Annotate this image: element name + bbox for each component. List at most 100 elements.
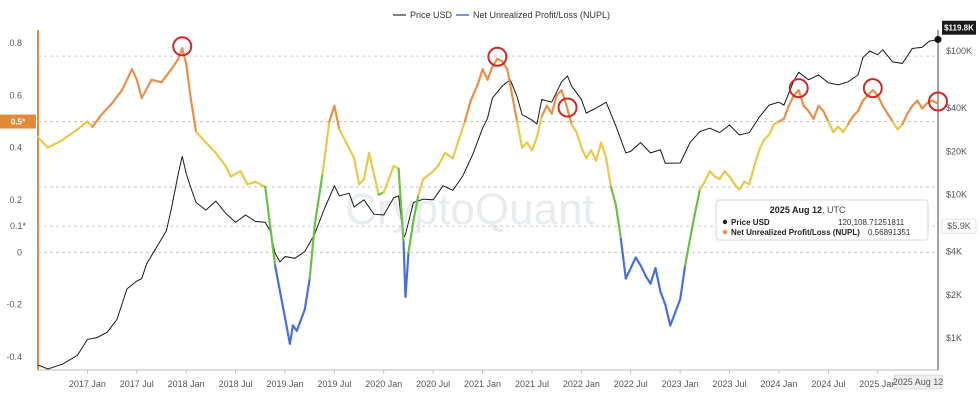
- nupl-segment-117: [728, 175, 736, 186]
- tooltip-price-value: 120,108.71251811: [838, 218, 905, 227]
- nupl-segment-22: [224, 164, 232, 178]
- nupl-segment-133: [807, 109, 815, 121]
- nupl-segment-116: [723, 170, 731, 178]
- nupl-segment-122: [753, 149, 761, 168]
- nupl-segment-73: [511, 94, 519, 123]
- axis-markers: 0.5* 0.1* $119.8K $5.9K: [0, 20, 977, 234]
- nupl-segment-104: [664, 303, 672, 327]
- nupl-segment-3: [76, 120, 89, 131]
- nupl-segment-151: [896, 123, 904, 131]
- x-tick-label-1: 2017 Jul: [120, 379, 154, 389]
- nupl-segment-61: [443, 151, 454, 160]
- nupl-segment-83: [560, 89, 568, 107]
- nupl-segment-17: [185, 62, 193, 102]
- nupl-segment-40: [333, 104, 341, 131]
- nupl-segment-137: [827, 120, 835, 134]
- nupl-segment-66: [476, 68, 484, 87]
- nupl-segment-128: [782, 104, 790, 121]
- y-right-marker-1: [941, 218, 977, 234]
- nupl-segment-34: [295, 308, 306, 332]
- tooltip-timezone: , UTC: [822, 205, 846, 215]
- tooltip-price-dot: [722, 219, 728, 225]
- nupl-segment-47: [372, 172, 380, 196]
- nupl-segment-153: [906, 104, 914, 115]
- nupl-segment-2: [61, 128, 79, 141]
- nupl-segment-64: [463, 99, 472, 123]
- nupl-segment-35: [303, 277, 311, 311]
- nupl-segment-80: [545, 104, 553, 115]
- nupl-segment-5: [91, 112, 104, 128]
- highlight-circle-5: [928, 91, 948, 112]
- nupl-segment-42: [345, 141, 356, 160]
- nupl-segment-58: [422, 170, 435, 181]
- nupl-segment-112: [703, 170, 711, 183]
- nupl-segment-67: [481, 68, 489, 81]
- nupl-segment-36: [308, 225, 316, 280]
- nupl-segment-155: [916, 99, 924, 110]
- nupl-segment-18: [190, 99, 198, 134]
- tooltip-price-name: Price USD: [731, 218, 770, 227]
- x-tick-label-3: 2018 Jul: [219, 379, 253, 389]
- price-series: [37, 36, 942, 370]
- legend-label-nupl: Net Unrealized Profit/Loss (NUPL): [473, 10, 610, 20]
- nupl-segment-59: [432, 164, 440, 173]
- legend-item-nupl[interactable]: Net Unrealized Profit/Loss (NUPL): [456, 10, 610, 20]
- y-right-tick-4: $4K: [946, 247, 962, 257]
- x-cursor-badge: [893, 374, 943, 390]
- nupl-segment-89: [590, 149, 598, 162]
- nupl-segment-140: [842, 123, 850, 134]
- nupl-segment-102: [654, 266, 662, 293]
- y-right-tick-0: $100K: [946, 46, 972, 56]
- nupl-segment-85: [570, 123, 578, 134]
- nupl-segment-57: [417, 178, 425, 196]
- nupl-segment-46: [367, 151, 375, 175]
- nupl-segment-134: [812, 104, 820, 121]
- x-tick-label-2: 2018 Jan: [168, 379, 205, 389]
- nupl-segment-111: [698, 180, 706, 191]
- y-left-tick-2: 0.4: [9, 143, 22, 153]
- nupl-segment-76: [525, 141, 534, 152]
- nupl-segment-20: [204, 141, 217, 154]
- nupl-segment-132: [802, 104, 810, 113]
- x-tick-label-10: 2022 Jan: [563, 379, 600, 389]
- y-right-tick-3: $10K: [946, 190, 967, 200]
- nupl-segment-118: [733, 183, 741, 191]
- nupl-segment-60: [437, 151, 447, 168]
- nupl-segment-11: [140, 78, 153, 100]
- nupl-segment-129: [787, 94, 795, 107]
- x-tick-label-11: 2022 Jul: [614, 379, 648, 389]
- y-left-tick-1: 0.6: [9, 90, 22, 100]
- nupl-segment-86: [575, 130, 583, 149]
- nupl-segment-101: [649, 266, 657, 285]
- nupl-segment-62: [451, 141, 459, 160]
- nupl-segment-63: [456, 120, 466, 144]
- nupl-segment-146: [871, 89, 879, 97]
- nupl-segment-108: [683, 238, 692, 267]
- legend-item-price[interactable]: Price USD: [393, 10, 453, 20]
- highlight-circle-1: [487, 46, 508, 67]
- nupl-segment-78: [535, 115, 543, 139]
- nupl-segment-50: [387, 164, 395, 181]
- nupl-segment-65: [469, 83, 479, 102]
- nupl-segment-141: [846, 115, 855, 126]
- nupl-segment-75: [520, 141, 529, 149]
- x-tick-label-0: 2017 Jan: [69, 379, 106, 389]
- tooltip-nupl-value: 0.56891351: [868, 228, 911, 237]
- y-left-tick-6: -0.4: [6, 352, 22, 362]
- nupl-segment-14: [170, 57, 180, 71]
- x-tick-label-5: 2019 Jul: [317, 379, 351, 389]
- legend: Price USD Net Unrealized Profit/Loss (NU…: [393, 10, 610, 20]
- x-axis: 2017 Jan 2017 Jul 2018 Jan 2018 Jul 2019 Jan…: [69, 370, 943, 390]
- nupl-segment-97: [629, 256, 637, 270]
- nupl-segment-56: [412, 193, 420, 222]
- nupl-segment-77: [530, 136, 539, 152]
- nupl-segment-131: [797, 89, 805, 107]
- nupl-segment-92: [604, 157, 613, 188]
- x-tick-label-14: 2024 Jan: [760, 379, 797, 389]
- nupl-segment-142: [851, 109, 860, 118]
- nupl-segment-8: [120, 68, 133, 92]
- nupl-segment-158: [930, 99, 940, 105]
- nupl-segment-84: [565, 104, 573, 126]
- nupl-segment-0: [36, 136, 50, 149]
